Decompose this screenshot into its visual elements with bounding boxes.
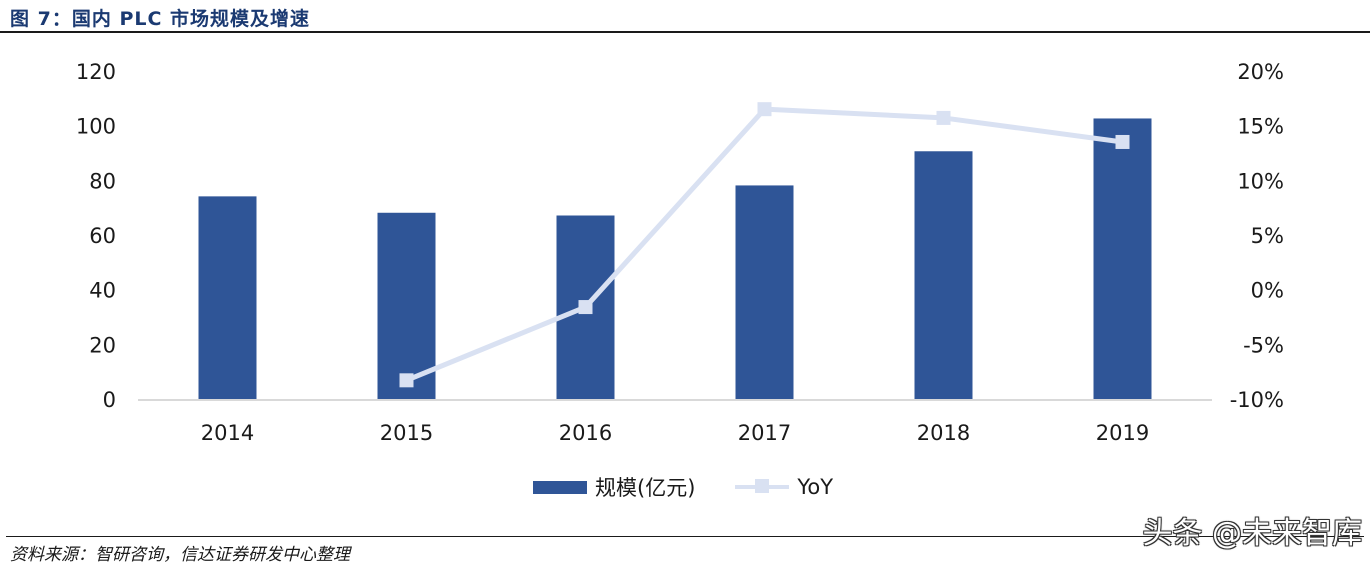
yoy-point	[578, 300, 593, 315]
left-tick-label: 100	[76, 115, 116, 139]
bar-2018	[914, 151, 973, 400]
yoy-point	[757, 102, 772, 117]
x-tick-label: 2016	[559, 421, 612, 445]
watermark: 头条 @未来智库	[1142, 516, 1362, 551]
legend-item-yoy: YoY	[735, 475, 833, 499]
x-tick-label: 2014	[201, 421, 254, 445]
source-note: 资料来源：智研咨询，信达证券研发中心整理	[10, 545, 350, 565]
right-tick-label: -5%	[1243, 333, 1284, 357]
bar-series	[198, 118, 1152, 400]
left-axis-ticks: 120 100 80 60 40 20 0	[76, 60, 116, 412]
x-tick-label: 2017	[738, 421, 791, 445]
right-axis-ticks: 20% 15% 10% 5% 0% -5% -10%	[1230, 60, 1284, 412]
left-tick-label: 40	[89, 279, 116, 303]
right-tick-label: 10%	[1237, 169, 1284, 193]
x-tick-label: 2018	[917, 421, 970, 445]
yoy-point	[936, 110, 951, 125]
left-tick-label: 60	[89, 224, 116, 248]
right-tick-label: 20%	[1237, 60, 1284, 84]
right-tick-label: -10%	[1230, 388, 1284, 412]
bar-2014	[198, 196, 257, 400]
bar-2019	[1093, 118, 1152, 400]
chart-legend: 规模(亿元) YoY	[533, 473, 833, 501]
left-tick-label: 80	[89, 169, 116, 193]
legend-bar-swatch	[533, 480, 587, 494]
footer-rule	[6, 536, 1364, 537]
legend-line-swatch	[735, 479, 790, 493]
yoy-point	[1115, 134, 1130, 149]
legend-label-yoy: YoY	[797, 475, 834, 499]
x-axis-ticks: 2014 2015 2016 2017 2018 2019	[201, 421, 1149, 445]
legend-label-scale: 规模(亿元)	[595, 476, 696, 500]
legend-item-scale: 规模(亿元)	[533, 472, 695, 502]
x-tick-label: 2019	[1096, 421, 1149, 445]
title-rule	[0, 31, 1370, 33]
right-tick-label: 0%	[1251, 279, 1284, 303]
left-tick-label: 20	[89, 333, 116, 357]
right-tick-label: 15%	[1237, 115, 1284, 139]
figure-title: 图 7：国内 PLC 市场规模及增速	[10, 8, 311, 30]
right-tick-label: 5%	[1251, 224, 1284, 248]
bar-2015	[377, 212, 436, 400]
x-tick-label: 2015	[380, 421, 433, 445]
left-tick-label: 120	[76, 60, 116, 84]
chart-canvas: 120 100 80 60 40 20 0 20% 15% 10% 5% 0% -5% -10% 201…	[76, 60, 1284, 445]
bar-2017	[735, 185, 794, 400]
yoy-line-series	[399, 102, 1130, 388]
yoy-point	[399, 373, 414, 388]
left-tick-label: 0	[103, 388, 116, 412]
